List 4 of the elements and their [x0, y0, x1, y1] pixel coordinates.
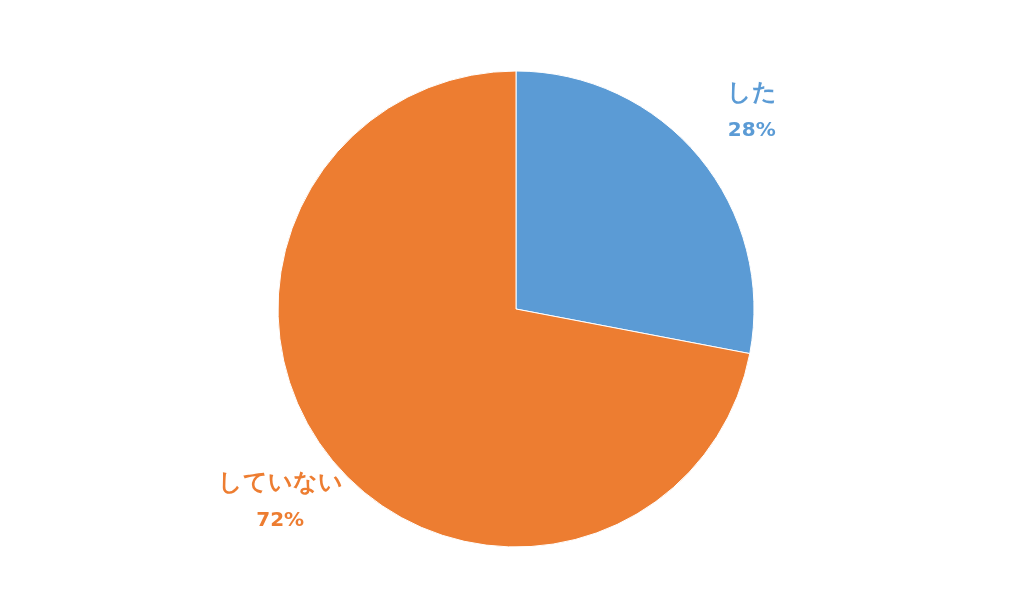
- data-label: 28%: [727, 116, 776, 141]
- slice-label: した: [726, 77, 777, 106]
- data-label: 72%: [256, 507, 305, 532]
- slice-label: していない: [217, 468, 343, 497]
